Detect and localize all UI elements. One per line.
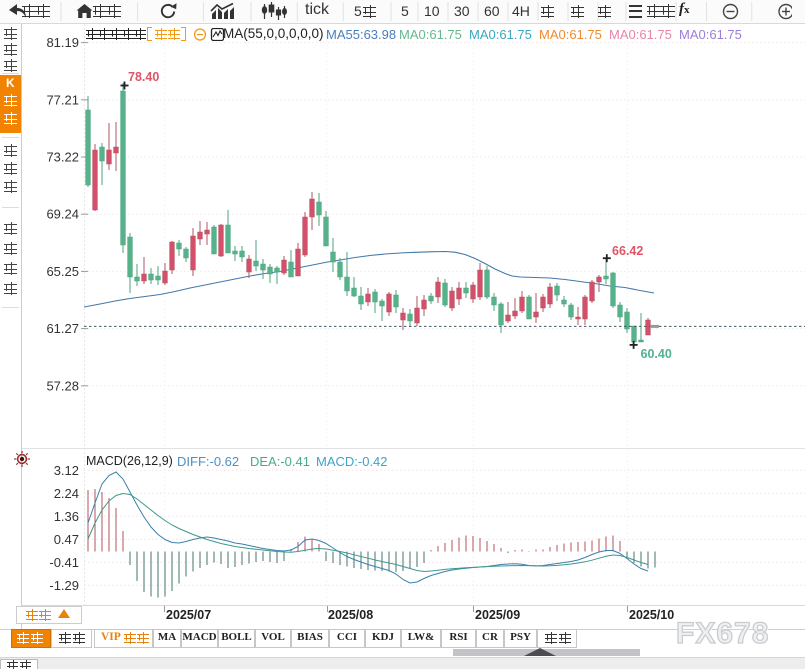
svg-text:1.36: 1.36 (54, 509, 79, 524)
svg-text:-0.41: -0.41 (49, 555, 79, 570)
svg-text:57.28: 57.28 (46, 378, 79, 393)
svg-text:77.21: 77.21 (46, 92, 79, 107)
svg-text:61.27: 61.27 (46, 321, 79, 336)
svg-text:73.22: 73.22 (46, 150, 79, 165)
svg-text:60.40: 60.40 (641, 347, 672, 361)
svg-text:-1.29: -1.29 (49, 578, 79, 593)
svg-text:81.19: 81.19 (46, 35, 79, 50)
svg-text:78.40: 78.40 (128, 70, 159, 84)
svg-text:2.24: 2.24 (54, 486, 79, 501)
svg-text:66.42: 66.42 (612, 244, 643, 258)
svg-text:69.24: 69.24 (46, 207, 79, 222)
svg-text:65.25: 65.25 (46, 264, 79, 279)
svg-text:0.47: 0.47 (54, 532, 79, 547)
svg-text:3.12: 3.12 (54, 463, 79, 478)
